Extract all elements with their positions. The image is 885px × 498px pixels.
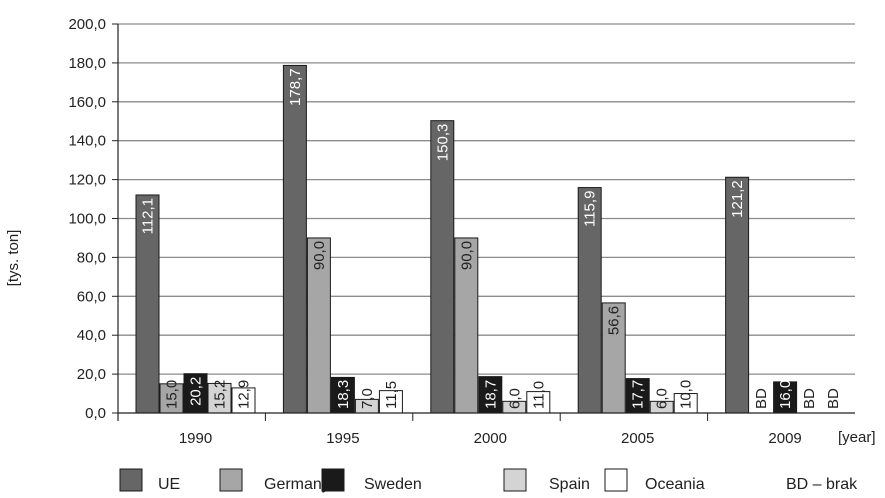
legend-swatch-sweden — [321, 468, 345, 492]
data-label: 15,0 — [164, 380, 181, 409]
legend-note: BD – brak — [786, 476, 858, 493]
data-label: BD — [801, 388, 818, 409]
x-axis-label: [year] — [838, 429, 876, 446]
data-label: 18,3 — [335, 380, 352, 409]
x-tick-label: 1995 — [326, 430, 359, 447]
bar-ue-1995 — [282, 64, 307, 414]
legend-label-spain: Spain — [549, 476, 590, 493]
x-axis-ticks: 1990 1995 2000 2005 2009 — [179, 413, 802, 447]
y-tick-label: 160,0 — [68, 94, 106, 111]
y-tick-label: 140,0 — [68, 133, 106, 150]
data-label: 11,0 — [530, 381, 547, 409]
data-label: 90,0 — [458, 241, 475, 270]
data-label: 20,2 — [188, 377, 205, 406]
y-tick-label: 0,0 — [85, 405, 106, 422]
data-label: 18,7 — [482, 380, 499, 409]
y-axis-ticks: 0,0 20,0 40,0 60,0 80,0 100,0 120,0 140,0 160,0 1… — [68, 16, 118, 422]
data-label: 6,0 — [654, 388, 671, 409]
data-label: 17,7 — [630, 380, 647, 409]
data-label: 90,0 — [311, 241, 328, 270]
legend-label-oceania: Oceania — [645, 476, 705, 493]
data-label: 115,9 — [582, 191, 599, 227]
legend-label-germany: Germany — [264, 476, 330, 493]
y-tick-label: 60,0 — [77, 288, 106, 305]
y-tick-label: 80,0 — [77, 249, 106, 266]
grid-lines — [118, 23, 855, 375]
data-label: 150,3 — [434, 124, 451, 162]
y-tick-label: 100,0 — [68, 211, 106, 228]
legend-swatch-oceania — [604, 468, 628, 492]
data-label: 15,2 — [212, 380, 229, 409]
x-tick-label: 2000 — [474, 430, 507, 447]
data-label: 121,2 — [729, 180, 746, 218]
data-label: 6,0 — [506, 388, 523, 409]
y-tick-label: 180,0 — [68, 55, 106, 72]
y-tick-label: 120,0 — [68, 172, 106, 189]
y-tick-label: 40,0 — [77, 327, 106, 344]
data-label: 16,0 — [777, 380, 794, 409]
data-label: 112,1 — [140, 198, 157, 234]
x-tick-label: 1990 — [179, 430, 212, 447]
x-tick-label: 2005 — [621, 430, 654, 447]
data-label: 11,5 — [383, 381, 400, 409]
data-label: 10,0 — [678, 380, 695, 409]
y-tick-label: 200,0 — [68, 16, 106, 33]
bars: 112,1 15,0 20,2 15,2 12,9 178,7 90,0 18,3 7,0 11,… — [135, 64, 842, 414]
data-label: BD — [825, 388, 842, 409]
data-label: BD — [753, 388, 770, 409]
bar-ue-2000 — [430, 120, 455, 414]
y-tick-label: 20,0 — [77, 366, 106, 383]
legend-label-sweden: Sweden — [364, 476, 422, 493]
legend: UE Germany Sweden Spain Oceania — [119, 468, 705, 493]
y-axis-label: [tys. ton] — [5, 230, 22, 287]
data-label: 7,0 — [359, 388, 376, 409]
data-label: 56,6 — [606, 306, 623, 335]
axes — [117, 24, 855, 421]
data-label: 178,7 — [287, 68, 304, 106]
data-label: 12,9 — [236, 380, 253, 409]
legend-swatch-germany — [219, 468, 243, 492]
legend-swatch-ue — [119, 468, 143, 492]
legend-label-ue: UE — [158, 476, 180, 493]
x-tick-label: 2009 — [768, 430, 801, 447]
legend-swatch-spain — [503, 468, 527, 492]
